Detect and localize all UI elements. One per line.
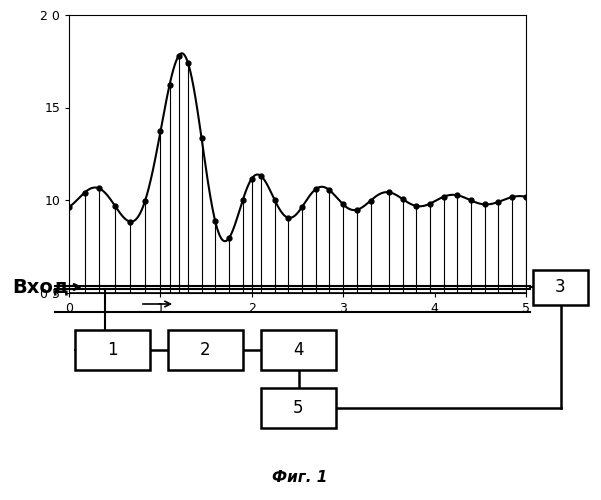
Bar — [533, 270, 588, 305]
Bar — [168, 330, 243, 370]
Text: 2: 2 — [200, 341, 211, 359]
Text: 5: 5 — [293, 399, 304, 417]
Text: 3: 3 — [555, 278, 566, 296]
Text: Фиг. 1: Фиг. 1 — [272, 470, 328, 486]
Text: 1: 1 — [107, 341, 118, 359]
Text: Вход: Вход — [12, 278, 69, 296]
Bar — [261, 388, 336, 428]
Bar — [261, 330, 336, 370]
Text: 4: 4 — [293, 341, 304, 359]
Bar — [75, 330, 150, 370]
